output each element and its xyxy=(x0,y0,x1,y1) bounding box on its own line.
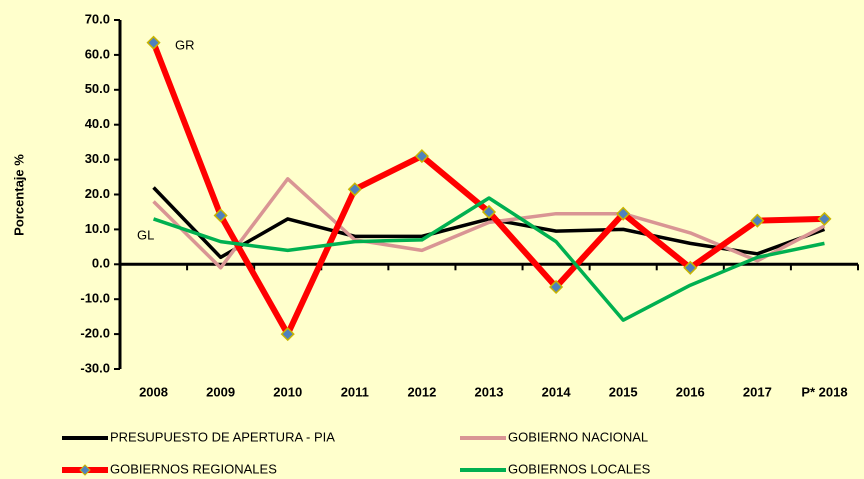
legend-label: PRESUPUESTO DE APERTURA - PIA xyxy=(110,429,335,444)
x-tick-label: 2008 xyxy=(139,384,168,399)
y-axis-label: Porcentaje % xyxy=(11,154,26,236)
y-tick-label: 50.0 xyxy=(85,81,110,96)
y-tick-label: 20.0 xyxy=(85,186,110,201)
data-marker xyxy=(549,279,564,295)
data-marker xyxy=(213,208,228,223)
annotation: GL xyxy=(137,227,154,242)
x-tick-label: 2012 xyxy=(407,384,436,399)
x-tick-label: P* 2018 xyxy=(801,384,847,399)
data-marker xyxy=(817,211,832,226)
y-tick-label: -20.0 xyxy=(80,326,110,341)
legend-label: GOBIERNO NACIONAL xyxy=(508,429,648,444)
x-tick-label: 2010 xyxy=(273,384,302,399)
series-line xyxy=(152,196,825,322)
y-tick-label: 10.0 xyxy=(85,221,110,236)
x-tick-label: 2015 xyxy=(609,384,638,399)
data-marker xyxy=(683,260,698,275)
y-tick-label: -10.0 xyxy=(80,291,110,306)
legend-label: GOBIERNOS LOCALES xyxy=(508,461,651,476)
x-tick-label: 2014 xyxy=(542,384,572,399)
x-tick-label: 2013 xyxy=(475,384,504,399)
series-line xyxy=(152,177,826,270)
data-marker xyxy=(750,213,765,228)
y-tick-label: 30.0 xyxy=(85,151,110,166)
data-marker xyxy=(347,182,362,197)
annotation: GR xyxy=(175,37,195,52)
x-tick-label: 2017 xyxy=(743,384,772,399)
y-tick-label: -30.0 xyxy=(80,360,110,375)
x-tick-label: 2009 xyxy=(206,384,235,399)
data-marker xyxy=(616,206,631,221)
legend-marker xyxy=(79,464,91,476)
x-tick-label: 2016 xyxy=(676,384,705,399)
data-marker xyxy=(414,149,429,164)
y-tick-label: 0.0 xyxy=(92,256,110,271)
data-marker xyxy=(280,327,295,342)
y-tick-label: 70.0 xyxy=(85,11,110,26)
data-marker xyxy=(146,35,161,50)
y-tick-label: 60.0 xyxy=(85,46,110,61)
x-tick-label: 2011 xyxy=(341,384,369,399)
data-marker xyxy=(481,204,497,220)
legend-label: GOBIERNOS REGIONALES xyxy=(110,461,277,476)
y-tick-label: 40.0 xyxy=(85,116,110,131)
